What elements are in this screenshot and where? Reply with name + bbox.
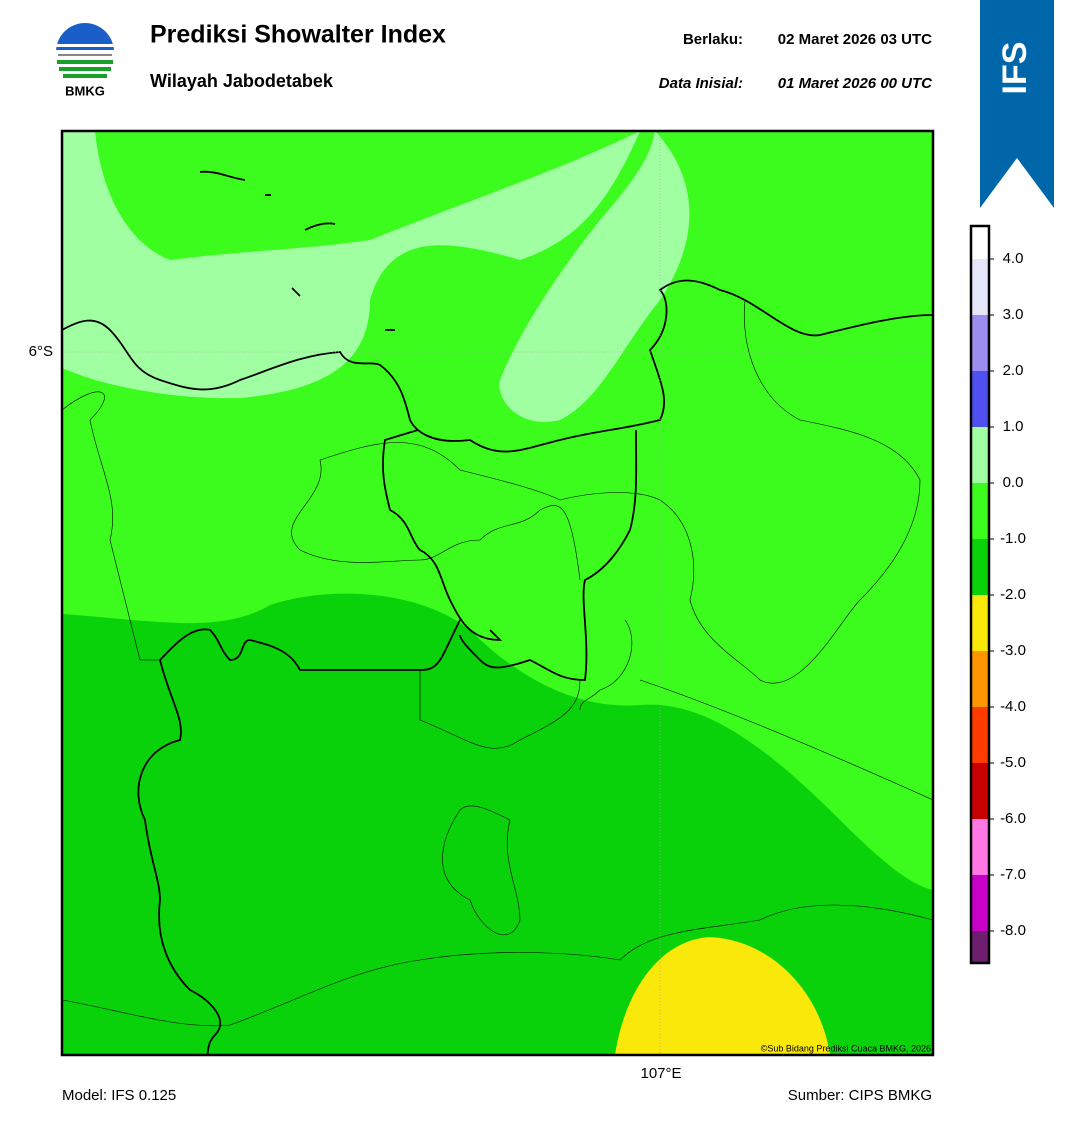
title: Prediksi Showalter Index [150, 21, 446, 49]
colorbar-swatch [971, 226, 989, 259]
colorbar-swatch [971, 539, 989, 595]
colorbar-label: 0.0 [1003, 474, 1024, 491]
colorbar-label: -4.0 [1000, 698, 1026, 715]
copyright: ©Sub Bidang Prediksi Cuaca BMKG, 2026 [761, 1043, 931, 1053]
colorbar-swatch [971, 707, 989, 763]
valid-label: Berlaku: [683, 31, 743, 48]
badge-text: IFS [996, 42, 1034, 95]
colorbar-label: -5.0 [1000, 754, 1026, 771]
colorbar-label: -3.0 [1000, 642, 1026, 659]
field-0-1 [95, 131, 640, 260]
subtitle: Wilayah Jabodetabek [150, 71, 334, 91]
colorbar-label: -8.0 [1000, 922, 1026, 939]
colorbar-swatch [971, 315, 989, 371]
lon-label: 107°E [640, 1065, 681, 1082]
colorbar-label: 4.0 [1003, 250, 1024, 267]
colorbar-swatch [971, 931, 989, 963]
colorbar-label: 3.0 [1003, 306, 1024, 323]
colorbar-swatch [971, 371, 989, 427]
colorbar-swatch [971, 875, 989, 931]
lat-label: 6°S [29, 343, 53, 360]
colorbar-label: -2.0 [1000, 586, 1026, 603]
colorbar-swatch [971, 427, 989, 483]
colorbar-label: -6.0 [1000, 810, 1026, 827]
colorbar: 4.0 3.0 2.0 1.0 0.0 -1.0 -2.0 -3.0 -4.0 -5.0 -6.0 -… [969, 224, 1026, 965]
valid-value: 02 Maret 2026 03 UTC [778, 31, 932, 48]
map: ©Sub Bidang Prediksi Cuaca BMKG, 2026 [62, 131, 933, 1055]
colorbar-swatch [971, 763, 989, 819]
model: Model: IFS 0.125 [62, 1087, 176, 1104]
colorbar-swatch [971, 595, 989, 651]
init-value: 01 Maret 2026 00 UTC [778, 75, 933, 92]
map-frame [60, 129, 935, 1057]
field-minus-2 [615, 937, 830, 1055]
logo-text: BMKG [65, 83, 105, 98]
boundaries [62, 299, 933, 1027]
badge [980, 0, 1054, 208]
colorbar-swatch [971, 651, 989, 707]
colorbar-swatch [971, 483, 989, 539]
colorbar-swatch [971, 259, 989, 315]
colorbar-label: 1.0 [1003, 418, 1024, 435]
colorbar-label: 2.0 [1003, 362, 1024, 379]
init-label: Data Inisial: [659, 75, 743, 92]
colorbar-label: -7.0 [1000, 866, 1026, 883]
source: Sumber: CIPS BMKG [788, 1087, 932, 1104]
field-1-2 [499, 131, 690, 422]
colorbar-swatch [971, 819, 989, 875]
logo: BMKG [56, 23, 114, 98]
colorbar-label: -1.0 [1000, 530, 1026, 547]
coastline [62, 170, 933, 1055]
